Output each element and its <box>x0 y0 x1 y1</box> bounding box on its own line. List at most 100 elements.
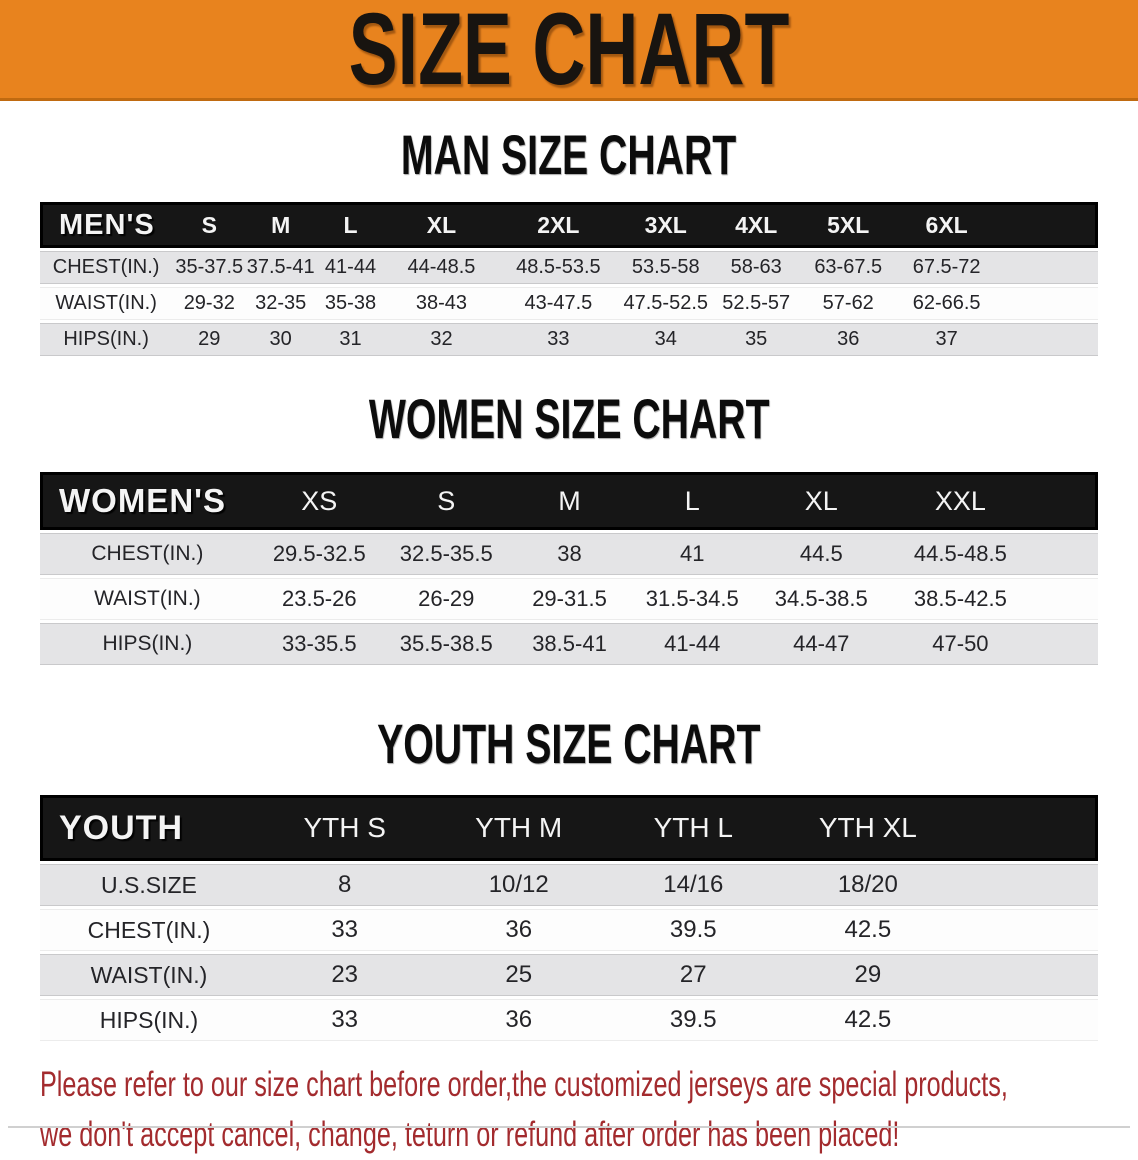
men-size-col-l: L <box>315 202 386 248</box>
size-value-cell: 37.5-41 <box>246 251 316 284</box>
size-value-cell: 36 <box>431 909 606 951</box>
disclaimer: Please refer to our size chart before or… <box>40 1060 1138 1160</box>
youth-size-col-xl: YTH XL <box>780 795 956 861</box>
size-value-cell: 36 <box>431 999 606 1041</box>
size-value-cell: 38 <box>508 533 631 575</box>
size-value-cell: 47-50 <box>888 623 1033 665</box>
size-value-cell: 31.5-34.5 <box>630 578 755 620</box>
women-size-col-s: S <box>383 472 509 530</box>
youth-size-col-l: YTH L <box>606 795 781 861</box>
size-value-cell: 41-44 <box>630 623 755 665</box>
men-size-col-2xl: 2XL <box>497 202 620 248</box>
size-value-cell: 26-29 <box>383 578 509 620</box>
size-value-cell: 52.5-57 <box>711 287 801 320</box>
man-heading-text: MAN SIZE CHART <box>401 123 737 186</box>
men-size-col-4xl: 4XL <box>711 202 801 248</box>
row-label: WAIST(IN.) <box>40 578 255 620</box>
youth-header-row: YOUTH YTH S YTH M YTH L YTH XL <box>40 795 1098 861</box>
size-value-cell: 23.5-26 <box>254 578 384 620</box>
men-size-col-m: M <box>246 202 316 248</box>
disclaimer-line-2: we don't accept cancel, change, teturn o… <box>40 1115 900 1154</box>
men-header-row: MEN'S S M L XL 2XL 3XL 4XL 5XL 6XL <box>40 202 1098 248</box>
size-value-cell: 8 <box>257 864 432 906</box>
row-label: CHEST(IN.) <box>40 251 173 284</box>
size-value-cell: 47.5-52.5 <box>619 287 712 320</box>
size-value-cell: 34 <box>619 323 712 356</box>
size-value-cell: 44.5 <box>754 533 889 575</box>
size-value-cell: 32.5-35.5 <box>383 533 509 575</box>
men-size-col-xl: XL <box>385 202 498 248</box>
size-value-cell: 35.5-38.5 <box>383 623 509 665</box>
size-value-cell: 37 <box>895 323 998 356</box>
women-size-col-l: L <box>630 472 755 530</box>
women-size-col-m: M <box>508 472 631 530</box>
size-value-cell: 39.5 <box>606 999 781 1041</box>
size-value-cell: 30 <box>246 323 316 356</box>
women-header-row: WOMEN'S XS S M L XL XXL <box>40 472 1098 530</box>
size-value-cell: 62-66.5 <box>895 287 998 320</box>
size-value-cell: 32 <box>385 323 498 356</box>
size-value-cell: 48.5-53.5 <box>497 251 620 284</box>
spacer-cell <box>955 864 1098 906</box>
size-value-cell: 27 <box>606 954 781 996</box>
men-chest-row: CHEST(IN.) 35-37.5 37.5-41 41-44 44-48.5… <box>40 251 1098 284</box>
size-value-cell: 18/20 <box>780 864 956 906</box>
size-value-cell: 33 <box>497 323 620 356</box>
men-size-col-6xl: 6XL <box>895 202 998 248</box>
men-size-col-s: S <box>172 202 247 248</box>
size-value-cell: 67.5-72 <box>895 251 998 284</box>
size-value-cell: 53.5-58 <box>619 251 712 284</box>
spacer-cell <box>997 251 1098 284</box>
row-label: HIPS(IN.) <box>40 623 255 665</box>
banner-title: SIZE CHART <box>348 0 790 106</box>
size-value-cell: 39.5 <box>606 909 781 951</box>
spacer-cell <box>955 795 1098 861</box>
size-value-cell: 38.5-42.5 <box>888 578 1033 620</box>
row-label: U.S.SIZE <box>40 864 258 906</box>
size-value-cell: 58-63 <box>711 251 801 284</box>
men-size-table: MEN'S S M L XL 2XL 3XL 4XL 5XL 6XL CHEST… <box>40 199 1098 359</box>
size-value-cell: 36 <box>800 323 896 356</box>
size-value-cell: 10/12 <box>431 864 606 906</box>
spacer-cell <box>997 323 1098 356</box>
youth-heading-text: YOUTH SIZE CHART <box>377 712 761 775</box>
youth-waist-row: WAIST(IN.) 23 25 27 29 <box>40 954 1098 996</box>
size-value-cell: 31 <box>315 323 386 356</box>
men-size-col-5xl: 5XL <box>800 202 896 248</box>
men-size-col-3xl: 3XL <box>619 202 712 248</box>
spacer-cell <box>1032 623 1098 665</box>
size-value-cell: 29-32 <box>172 287 247 320</box>
size-value-cell: 43-47.5 <box>497 287 620 320</box>
size-value-cell: 42.5 <box>780 909 956 951</box>
row-label: CHEST(IN.) <box>40 909 258 951</box>
women-size-col-xxl: XXL <box>888 472 1033 530</box>
men-waist-row: WAIST(IN.) 29-32 32-35 35-38 38-43 43-47… <box>40 287 1098 320</box>
disclaimer-line-1: Please refer to our size chart before or… <box>40 1065 1008 1104</box>
size-value-cell: 33-35.5 <box>254 623 384 665</box>
spacer-cell <box>1032 472 1098 530</box>
size-value-cell: 29-31.5 <box>508 578 631 620</box>
page-bottom-divider <box>8 1126 1130 1128</box>
size-value-cell: 42.5 <box>780 999 956 1041</box>
spacer-cell <box>1032 533 1098 575</box>
women-heading-text: WOMEN SIZE CHART <box>368 387 770 450</box>
spacer-cell <box>955 909 1098 951</box>
size-value-cell: 29 <box>780 954 956 996</box>
women-waist-row: WAIST(IN.) 23.5-26 26-29 29-31.5 31.5-34… <box>40 578 1098 620</box>
man-section-heading: MAN SIZE CHART <box>0 127 1138 183</box>
size-value-cell: 38.5-41 <box>508 623 631 665</box>
youth-chest-row: CHEST(IN.) 33 36 39.5 42.5 <box>40 909 1098 951</box>
size-value-cell: 32-35 <box>246 287 316 320</box>
youth-ussize-row: U.S.SIZE 8 10/12 14/16 18/20 <box>40 864 1098 906</box>
youth-corner-label: YOUTH <box>40 795 258 861</box>
row-label: WAIST(IN.) <box>40 287 173 320</box>
women-chest-row: CHEST(IN.) 29.5-32.5 32.5-35.5 38 41 44.… <box>40 533 1098 575</box>
row-label: HIPS(IN.) <box>40 323 173 356</box>
row-label: CHEST(IN.) <box>40 533 255 575</box>
size-value-cell: 33 <box>257 909 432 951</box>
spacer-cell <box>997 202 1098 248</box>
spacer-cell <box>955 954 1098 996</box>
size-value-cell: 29 <box>172 323 247 356</box>
spacer-cell <box>955 999 1098 1041</box>
youth-size-col-s: YTH S <box>257 795 432 861</box>
